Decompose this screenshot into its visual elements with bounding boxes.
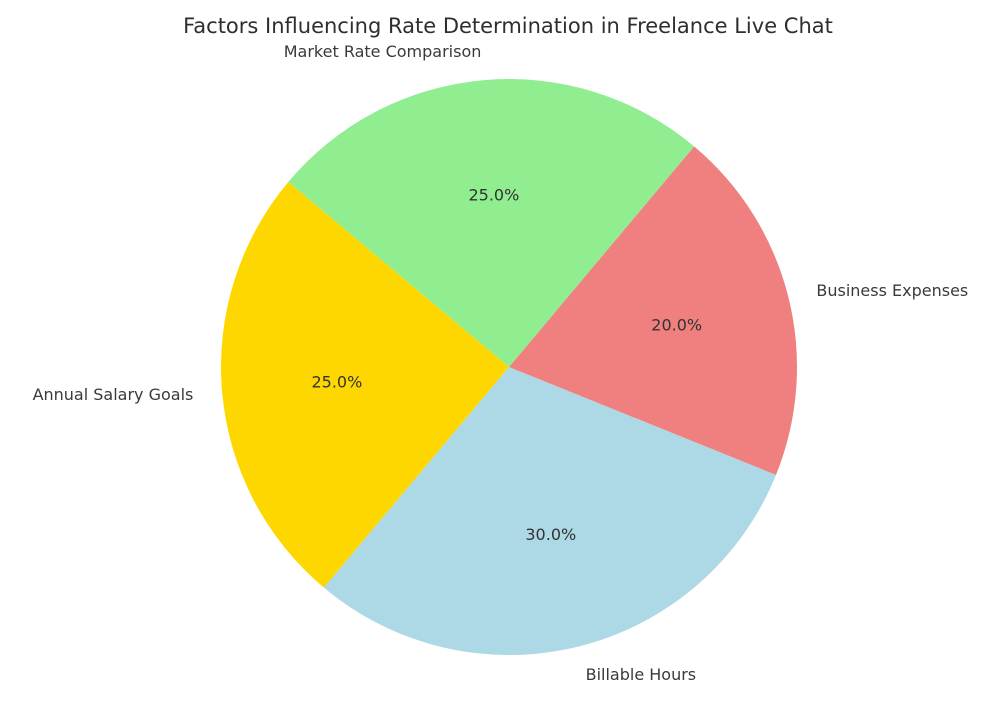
slice-pct-business-expenses: 20.0% [651, 316, 702, 335]
slice-label-market-rate-comparison: Market Rate Comparison [284, 42, 482, 61]
slice-label-business-expenses: Business Expenses [816, 281, 968, 300]
pie-slice-market-rate-comparison [288, 79, 695, 367]
chart-title: Factors Influencing Rate Determination i… [183, 14, 833, 38]
slice-pct-billable-hours: 30.0% [525, 525, 576, 544]
pie-slice-billable-hours [323, 367, 777, 655]
pie-slice-annual-salary-goals [221, 181, 509, 588]
pie-slices-group: Annual Salary Goals 25.0% Billable Hours 30… [33, 42, 969, 684]
slice-pct-market-rate-comparison: 25.0% [468, 185, 519, 204]
slice-pct-annual-salary-goals: 25.0% [311, 373, 362, 392]
slice-label-annual-salary-goals: Annual Salary Goals [33, 385, 194, 404]
pie-slice-business-expenses [509, 146, 798, 475]
slice-label-billable-hours: Billable Hours [586, 665, 697, 684]
